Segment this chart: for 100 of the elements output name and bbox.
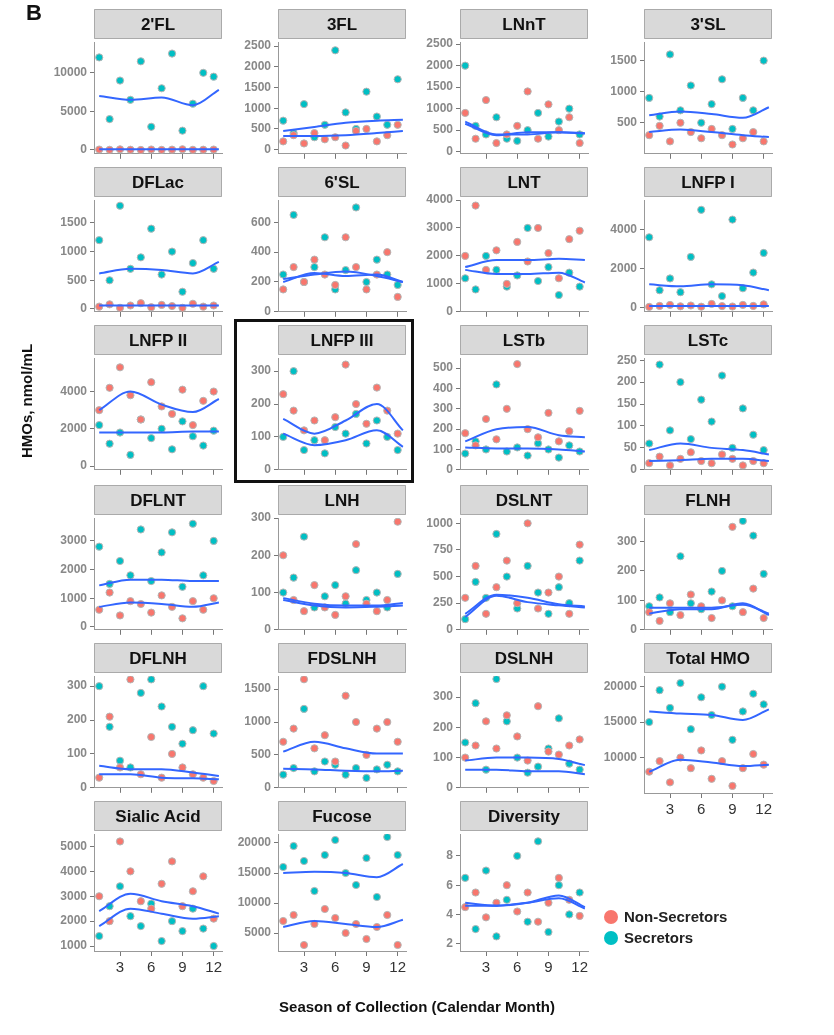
x-axis-title: Season of Collection (Calendar Month) (279, 998, 555, 1015)
y-tick-label: 100 (250, 429, 272, 444)
y-tick-label: 2000 (426, 248, 454, 263)
legend-label: Secretors (624, 929, 694, 946)
y-tick-label: 200 (250, 547, 272, 562)
y-tick-label: 2500 (244, 38, 272, 53)
y-tick-label: 400 (250, 244, 272, 259)
y-tick-label: 1500 (244, 79, 272, 94)
y-tick-label: 200 (432, 719, 454, 734)
y-tick-label: 750 (432, 542, 454, 557)
x-tick-label: 12 (205, 958, 223, 976)
y-tick-label: 2000 (60, 421, 88, 436)
y-tick-label: 1500 (244, 681, 272, 696)
y-tick-label: 20000 (603, 678, 638, 693)
y-tick-label: 0 (80, 142, 88, 157)
y-tick-label: 100 (616, 592, 638, 607)
chart-title: 6'SL (324, 172, 360, 192)
y-tick-label: 6 (446, 877, 454, 892)
text: B (26, 0, 42, 26)
y-tick-label: 4000 (60, 863, 88, 878)
y-tick-label: 0 (80, 619, 88, 634)
chart-title: 3FL (326, 14, 358, 34)
y-tick-label: 500 (250, 121, 272, 136)
y-tick-label: 0 (80, 780, 88, 795)
y-tick-label: 50 (623, 440, 638, 455)
y-tick-label: 15000 (603, 714, 638, 729)
y-tick-label: 300 (250, 510, 272, 525)
chart-title: LSTc (687, 330, 729, 350)
y-tick-label: 200 (250, 274, 272, 289)
y-tick-label: 400 (432, 380, 454, 395)
y-tick-label: 10000 (603, 749, 638, 764)
y-tick-label: 1500 (60, 215, 88, 230)
y-tick-label: 100 (250, 584, 272, 599)
y-tick-label: 200 (250, 396, 272, 411)
x-tick-label: 9 (178, 958, 187, 976)
chart-title: LNFP II (128, 330, 188, 350)
legend-label: Non-Secretors (624, 908, 728, 925)
chart-title: LNT (507, 172, 542, 192)
y-tick-label: 1000 (610, 84, 638, 98)
y-tick-label: 20000 (237, 835, 272, 850)
chart-title: Total HMO (666, 648, 750, 668)
x-tick-label: 3 (115, 958, 125, 976)
y-tick-label: 500 (66, 272, 88, 287)
y-tick-label: 0 (264, 462, 272, 477)
y-tick-label: 3000 (60, 888, 88, 903)
x-tick-label: 3 (481, 958, 491, 976)
y-tick-label: 250 (432, 595, 454, 610)
y-tick-label: 0 (264, 141, 272, 156)
y-tick-label: 100 (66, 746, 88, 761)
y-tick-label: 2500 (426, 36, 454, 51)
y-tick-label: 2 (446, 936, 454, 950)
chart-title: FDSLNH (307, 648, 377, 668)
y-tick-label: 0 (630, 300, 638, 315)
y-tick-label: 0 (80, 458, 88, 473)
y-tick-label: 0 (264, 780, 272, 795)
y-tick-label: 0 (446, 304, 454, 319)
y-tick-label: 0 (446, 622, 454, 637)
y-tick-label: 200 (616, 374, 638, 389)
y-tick-label: 300 (432, 689, 454, 704)
y-tick-label: 0 (80, 301, 88, 316)
y-tick-label: 1500 (610, 52, 638, 67)
chart-title: LNFP I (681, 172, 735, 192)
x-tick-label: 3 (665, 800, 675, 818)
y-tick-label: 250 (616, 352, 638, 367)
y-tick-label: 150 (616, 396, 638, 411)
y-tick-label: 500 (432, 122, 454, 137)
y-tick-label: 2000 (60, 561, 88, 576)
y-tick-label: 500 (432, 568, 454, 583)
y-tick-label: 4000 (610, 221, 638, 236)
y-tick-label: 1000 (426, 100, 454, 115)
chart-title: Sialic Acid (115, 806, 201, 826)
y-axis-title: HMOs, nmol/mL (17, 343, 35, 459)
y-tick-label: 300 (432, 401, 454, 416)
y-tick-label: 2000 (610, 260, 638, 275)
chart-title: DSLNT (495, 490, 553, 510)
y-tick-label: 200 (616, 563, 638, 578)
y-tick-label: 1000 (426, 515, 454, 530)
y-tick-label: 15000 (237, 865, 272, 880)
y-tick-label: 500 (432, 360, 454, 375)
y-tick-label: 200 (432, 421, 454, 436)
y-tick-label: 1000 (60, 938, 88, 953)
y-tick-label: 0 (264, 622, 272, 637)
y-tick-label: 4000 (426, 192, 454, 207)
y-tick-label: 1000 (244, 100, 272, 115)
y-tick-label: 300 (250, 363, 272, 378)
y-tick-label: 500 (616, 115, 638, 130)
chart-title: 3'SL (690, 14, 726, 34)
y-tick-label: 500 (250, 747, 272, 762)
y-tick-label: 4000 (60, 383, 88, 398)
y-tick-label: 5000 (244, 925, 272, 940)
chart-title: FLNH (685, 490, 731, 510)
y-tick-label: 200 (66, 712, 88, 727)
chart-title: Fucose (312, 806, 372, 826)
y-tick-label: 8 (446, 848, 454, 863)
chart-title: LNnT (502, 14, 547, 34)
y-tick-label: 0 (446, 143, 454, 158)
x-tick-label: 12 (571, 958, 589, 976)
y-tick-label: 4 (446, 906, 454, 921)
chart-title: 2'FL (140, 14, 176, 34)
y-tick-label: 5000 (60, 838, 88, 853)
